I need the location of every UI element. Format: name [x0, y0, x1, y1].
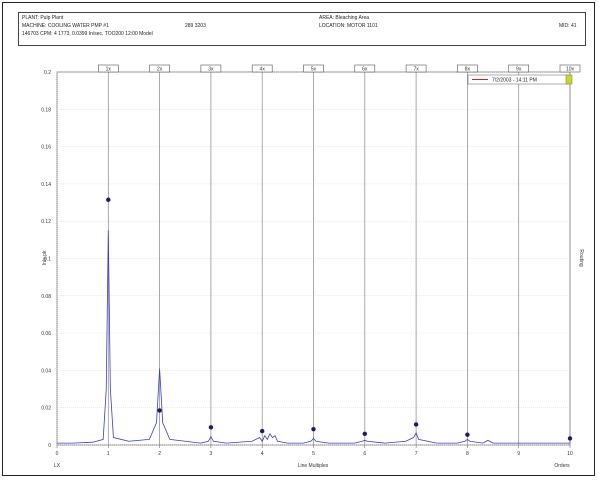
y-tick-label: 0.16: [41, 145, 51, 151]
x-tick-label: 7: [415, 451, 418, 457]
harmonic-label: 1x: [106, 67, 112, 73]
harmonic-label: 10x: [566, 67, 575, 73]
harmonic-label: 4x: [260, 67, 266, 73]
peak-marker: [106, 198, 110, 202]
x-tick-label: 5: [312, 451, 315, 457]
peak-marker: [414, 422, 418, 426]
peak-marker: [157, 408, 161, 412]
x-tick-label: 10: [567, 451, 573, 457]
y-tick-label: 0.14: [41, 182, 51, 188]
harmonic-label: 2x: [157, 67, 163, 73]
x-tick-label: 8: [466, 451, 469, 457]
x-axis-end-left: LX: [54, 463, 61, 469]
y-tick-label: 0.08: [41, 294, 51, 300]
legend-entry: 7/2/2003 - 14:11 PM: [492, 78, 537, 84]
y-tick-label: 0.04: [41, 368, 51, 374]
peak-marker: [568, 436, 572, 440]
harmonic-label: 3x: [208, 67, 214, 73]
x-axis-ticks: 0 1 2 3 4 5 6 7 8 9 10: [56, 445, 573, 457]
harmonic-label: 6x: [362, 67, 368, 73]
x-axis-title: Line Multiples: [298, 463, 329, 469]
y-tick-label: 0.06: [41, 331, 51, 337]
peak-marker: [363, 432, 367, 436]
x-axis-end-right: Orders: [554, 463, 570, 469]
x-tick-label: 6: [363, 451, 366, 457]
y-tick-label: 0.2: [44, 70, 51, 76]
y-tick-label: 0.18: [41, 107, 51, 113]
peak-marker: [311, 427, 315, 431]
x-tick-label: 1: [107, 451, 110, 457]
harmonic-label: 5x: [311, 67, 317, 73]
y-tick-label: 0: [48, 443, 51, 449]
x-tick-label: 4: [261, 451, 264, 457]
right-axis-label: Routing: [578, 249, 584, 266]
harmonic-label: 7x: [413, 67, 419, 73]
harmonic-label: 9x: [516, 67, 522, 73]
legend: 7/2/2003 - 14:11 PM: [468, 75, 572, 84]
x-tick-label: 9: [517, 451, 520, 457]
harmonic-label: 8x: [465, 67, 471, 73]
x-tick-label: 0: [56, 451, 59, 457]
y-tick-label: 0.02: [41, 406, 51, 412]
y-tick-label: 0.12: [41, 219, 51, 225]
peak-marker: [260, 429, 264, 433]
legend-scroll-icon[interactable]: [566, 75, 572, 84]
x-tick-label: 2: [158, 451, 161, 457]
peak-marker: [465, 433, 469, 437]
peak-marker: [209, 425, 213, 429]
x-tick-label: 3: [210, 451, 213, 457]
y-axis-title: In/s pk: [42, 250, 48, 265]
